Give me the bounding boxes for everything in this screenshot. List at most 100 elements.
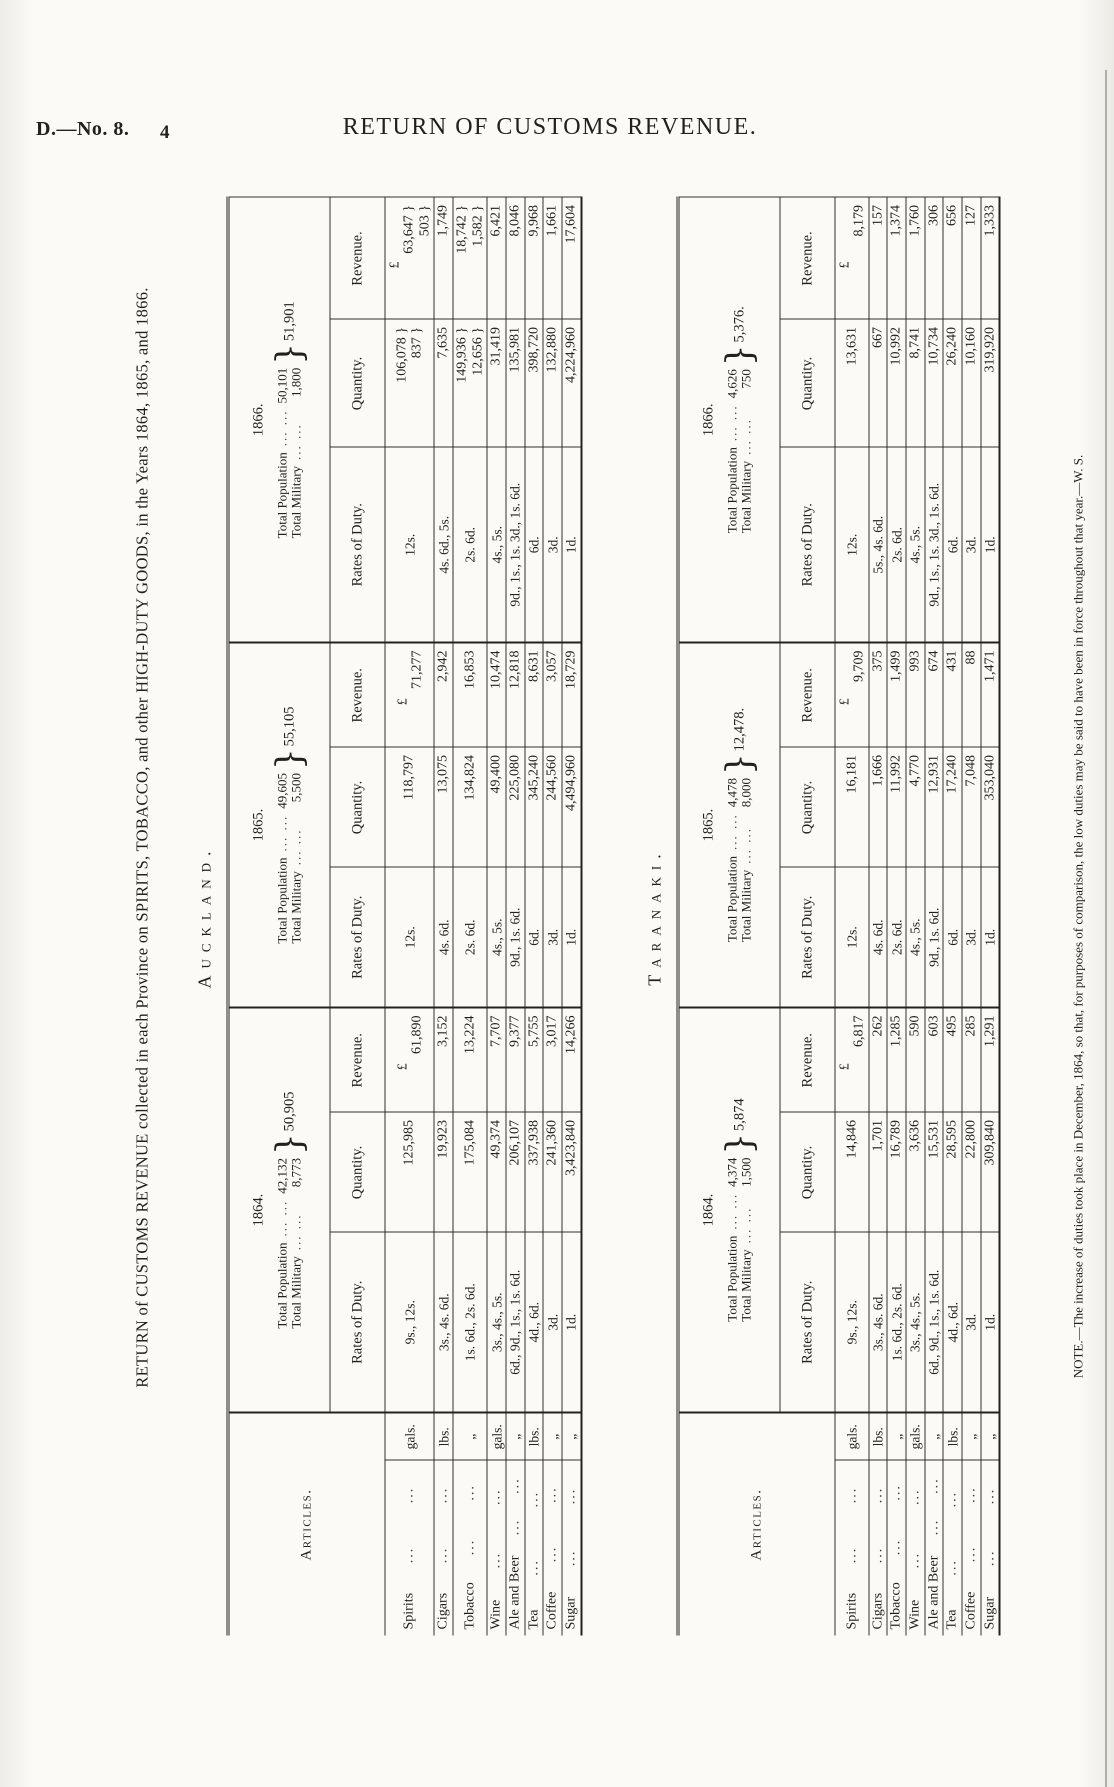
dots: ... (563, 1549, 579, 1567)
quantity-cell: 26,240 (943, 319, 963, 448)
total-population-label: Total Population (724, 856, 740, 943)
quantity-cell: 10,734 (924, 319, 944, 448)
dots: ... (563, 1487, 579, 1505)
rates-cell: 4s. 6d. (868, 867, 888, 1008)
rates-column-header: Rates of Duty. (330, 867, 385, 1008)
rates-cell: 2s. 6d. (887, 447, 907, 643)
table-row: Coffee...... „ 3d. 241,360 3,017 3d. 244,560 3,… (543, 197, 563, 1636)
quantity-column-header: Quantity. (780, 1112, 835, 1233)
rates-cell: 6d. (943, 867, 963, 1008)
table-row: Tea...... lbs. 4d., 6d. 337,938 5,755 6d. 345,… (524, 197, 544, 1636)
quantity-cell: 134,824 (453, 747, 488, 868)
quantity-cell: 149,936 } 12,656 } (453, 319, 488, 448)
rates-cell: 12s. (835, 447, 869, 643)
total-military-label: Total Military (288, 871, 304, 944)
rates-cell: 9s., 12s. (835, 1232, 869, 1413)
rates-cell: 1d. (562, 867, 582, 1008)
rates-cell: 4s., 5s. (487, 447, 507, 643)
revenue-cell: 3,152 (434, 1007, 454, 1113)
leader-dots: ... ... (738, 1206, 754, 1244)
revenue-cell: £63,647 } 503 } (385, 197, 435, 320)
table-row: Wine...... gals. 3s., 4s., 5s. 3,636 590 4s.,… (906, 197, 925, 1636)
revenue-cell: 127 (962, 197, 981, 320)
rates-column-header: Rates of Duty. (780, 447, 835, 643)
rates-cell: 2s. 6d. (887, 867, 907, 1008)
rates-cell: 1d. (562, 1232, 582, 1413)
military-value: 8,773 (288, 1157, 304, 1188)
revenue-cell: £8,179 (835, 197, 869, 320)
article-name-cell: Sugar...... (980, 1460, 1000, 1636)
article-name-cell: Ale and Beer...... (924, 1460, 944, 1636)
article-name-cell: Spirits...... (835, 1460, 869, 1636)
quantity-cell: 4,494,960 (562, 747, 582, 868)
unit-cell: gals. (385, 1412, 435, 1461)
revenue-cell: 306 (924, 197, 944, 320)
total-military-line: Total Military ... ... 5,500 (288, 773, 305, 944)
brace-glyph: } (718, 753, 761, 776)
population-block: Total Population... ... 4,374 Total Milita… (718, 1015, 761, 1406)
unit-cell: lbs. (868, 1412, 888, 1461)
pound-sign: £ (394, 698, 410, 706)
quantity-cell: 49,400 (487, 747, 507, 868)
quantity-cell: 13,631 (835, 319, 869, 448)
brace-glyph: } (718, 1132, 761, 1155)
article-name-cell: Sugar...... (562, 1460, 582, 1636)
revenue-column-header: Revenue. (780, 642, 835, 748)
quantity-cell: 132,880 (543, 319, 563, 448)
population-block: Total Population... ... 4,478 Total Milita… (718, 650, 761, 1001)
military-value: 1,800 (288, 367, 304, 397)
dots: ... (982, 1549, 998, 1567)
document-reference: D.—No. 8. (36, 118, 130, 140)
quantity-cell: 3,636 (906, 1112, 925, 1233)
article-name-cell: Coffee...... (543, 1460, 563, 1636)
leader-dots: ... ... (738, 827, 754, 864)
quantity-cell: 28,595 (943, 1112, 963, 1233)
quantity-cell: 175,084 (453, 1112, 488, 1233)
total-military-line: Total Military ... ... 8,000 (738, 778, 755, 942)
rates-cell: 2s. 6d. (453, 447, 488, 643)
rates-cell: 3s., 4s., 5s. (487, 1232, 507, 1413)
rates-cell: 6d., 9d., 1s., 1s. 6d. (506, 1232, 525, 1413)
year-label: 1864. (700, 1193, 717, 1227)
table-row: Cigars...... lbs. 3s., 4s. 6d. 19,923 3,152 4… (434, 197, 454, 1636)
revenue-cell: 262 (868, 1007, 888, 1113)
article-name: Spirits (401, 1592, 417, 1630)
total-population-line: Total Population ... ... 50,101 (274, 368, 290, 539)
quantity-cell: 13,075 (434, 747, 454, 868)
revenue-cell: 157 (868, 197, 888, 320)
table-row: Coffee...... „ 3d. 22,800 285 3d. 7,048 88 3d. 10… (962, 197, 981, 1636)
leader-dots: ...... (526, 1465, 542, 1601)
military-value: 1,500 (738, 1157, 754, 1187)
population-value: 4,626 (724, 369, 740, 399)
population-total: 50,905 (281, 1091, 298, 1132)
dots: ... (888, 1484, 904, 1501)
population-block: Total Population... ... 4,626 Total Milita… (719, 204, 761, 636)
rates-cell: 6d. (524, 447, 544, 643)
population-value: 4,374 (724, 1157, 740, 1187)
quantity-cell: 4,224,960 (562, 319, 582, 448)
dots: ... (982, 1487, 998, 1505)
article-name-cell: Coffee...... (962, 1460, 981, 1636)
leader-dots: ...... (508, 1465, 524, 1548)
total-military-line: Total Military ... ... 1,500 (738, 1157, 755, 1322)
article-name-cell: Cigars...... (868, 1460, 888, 1636)
article-name: Sugar (982, 1596, 998, 1630)
unit-cell: lbs. (943, 1412, 963, 1461)
revenue-column-header: Revenue. (330, 197, 385, 320)
pound-sign: £ (836, 698, 852, 706)
article-name: Cigars (435, 1592, 451, 1630)
revenue-cell: 1,285 (887, 1007, 907, 1113)
dots: ... (963, 1545, 979, 1563)
revenue-cell: £6,817 (835, 1007, 869, 1113)
dots: ... (870, 1486, 886, 1504)
unit-cell: gals. (835, 1412, 869, 1461)
population-value: 42,132 (274, 1157, 290, 1194)
article-name-cell: Tea...... (524, 1460, 544, 1636)
population-total: 5,874 (731, 1098, 748, 1131)
articles-header: Articles. (228, 1412, 385, 1636)
quantity-cell: 118,797 (385, 747, 435, 868)
article-name-cell: Cigars...... (434, 1460, 454, 1636)
rates-cell: 6d., 9d., 1s., 1s. 6d. (924, 1232, 944, 1413)
table-row: Sugar...... „ 1d. 3,423,840 14,266 1d. 4,494,9… (562, 197, 582, 1636)
revenue-cell: 88 (962, 642, 981, 748)
